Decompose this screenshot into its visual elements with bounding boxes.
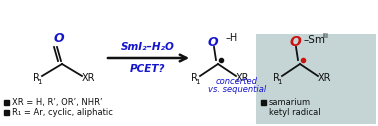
Text: PCET?: PCET? bbox=[130, 64, 166, 74]
Text: XR: XR bbox=[81, 73, 95, 83]
Text: 1: 1 bbox=[195, 79, 199, 85]
Text: –Sm: –Sm bbox=[304, 35, 326, 45]
Text: R: R bbox=[33, 73, 39, 83]
Bar bbox=[261, 100, 266, 105]
Text: vs. sequential: vs. sequential bbox=[208, 85, 266, 93]
Text: O: O bbox=[54, 32, 64, 44]
Text: 1: 1 bbox=[37, 79, 41, 85]
Text: R: R bbox=[273, 73, 279, 83]
Text: R: R bbox=[191, 73, 197, 83]
Bar bbox=[256, 34, 376, 124]
Text: O: O bbox=[208, 36, 218, 49]
Text: XR: XR bbox=[317, 73, 331, 83]
Bar bbox=[4, 110, 9, 115]
Text: III: III bbox=[322, 33, 328, 39]
Text: XR = H, R’, OR’, NHR’: XR = H, R’, OR’, NHR’ bbox=[12, 98, 102, 107]
Bar bbox=[4, 100, 9, 105]
Text: 1: 1 bbox=[277, 79, 281, 85]
Text: samarium: samarium bbox=[269, 98, 311, 107]
Text: –H: –H bbox=[226, 33, 238, 43]
Text: R₁ = Ar, cyclic, aliphatic: R₁ = Ar, cyclic, aliphatic bbox=[12, 108, 113, 117]
Text: SmI₂–H₂O: SmI₂–H₂O bbox=[121, 42, 175, 52]
Text: ketyl radical: ketyl radical bbox=[269, 108, 321, 117]
Text: XR: XR bbox=[235, 73, 249, 83]
Text: concerted: concerted bbox=[216, 76, 258, 86]
Text: O: O bbox=[289, 35, 301, 49]
